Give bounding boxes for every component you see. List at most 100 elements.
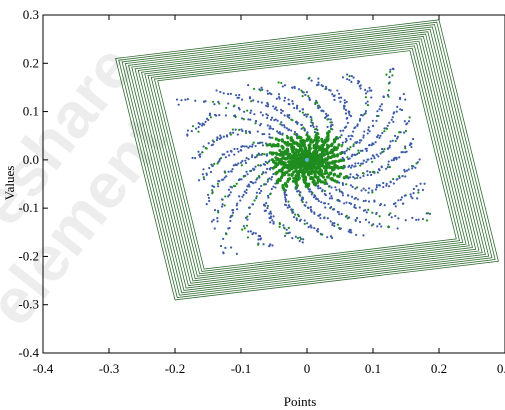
scatter-point (246, 173, 249, 176)
scatter-point (377, 134, 380, 137)
scatter-point (285, 228, 288, 231)
scatter-point (288, 205, 291, 208)
scatter-point (388, 81, 391, 84)
square-outline (118, 21, 496, 298)
scatter-point (368, 89, 372, 92)
scatter-point (286, 140, 290, 144)
scatter-point (378, 136, 381, 139)
scatter-point (247, 158, 250, 161)
x-tick-label: -0.2 (165, 361, 186, 376)
scatter-point (258, 176, 261, 179)
scatter-point (378, 215, 381, 218)
scatter-point (227, 154, 231, 157)
scatter-point (350, 134, 353, 137)
scatter-point (322, 175, 326, 179)
scatter-point (266, 178, 270, 181)
scatter-point (283, 84, 287, 87)
scatter-point (254, 165, 257, 168)
scatter-point (400, 196, 403, 199)
scatter-point (331, 160, 335, 164)
scatter-point (203, 178, 206, 181)
scatter-point (212, 218, 215, 221)
scatter-point (204, 120, 207, 123)
scatter-point (409, 193, 412, 196)
scatter-point (349, 202, 353, 205)
scatter-point (265, 104, 268, 107)
scatter-point (247, 206, 251, 209)
scatter-point (269, 127, 272, 130)
scatter-point (197, 125, 200, 129)
scatter-point (313, 128, 317, 131)
scatter-point (308, 76, 311, 79)
scatter-point (270, 175, 274, 179)
scatter-point (274, 182, 277, 185)
scatter-point (295, 218, 298, 221)
scatter-point (367, 200, 371, 203)
scatter-point (177, 103, 180, 106)
scatter-point (314, 194, 317, 198)
scatter-point (364, 112, 367, 115)
scatter-point (349, 145, 352, 149)
scatter-point (310, 121, 313, 124)
scatter-point (375, 135, 379, 139)
scatter-point (355, 140, 359, 144)
scatter-point (197, 130, 200, 133)
scatter-point (263, 183, 266, 186)
scatter-point (298, 145, 302, 149)
scatter-point (222, 237, 225, 240)
scatter-point (290, 173, 294, 177)
scatter-point (346, 73, 349, 76)
scatter-point (285, 232, 288, 235)
scatter-point (347, 110, 350, 113)
scatter-point (368, 187, 371, 190)
scatter-point (285, 143, 289, 147)
scatter-point (249, 118, 252, 121)
scatter-point (286, 206, 289, 209)
scatter-point (284, 203, 288, 207)
scatter-point (390, 118, 393, 121)
scatter-point (338, 181, 341, 184)
scatter-point (264, 204, 267, 207)
scatter-point (275, 97, 278, 100)
scatter-point (387, 225, 390, 228)
scatter-point (259, 89, 262, 92)
scatter-point (231, 131, 235, 134)
plot-layer (115, 19, 499, 301)
scatter-point (258, 235, 262, 238)
scatter-point (253, 156, 257, 159)
scatter-point (409, 142, 412, 145)
scatter-point (308, 143, 312, 147)
scatter-point (347, 216, 351, 219)
scatter-point (291, 86, 294, 89)
scatter-point (372, 155, 375, 158)
scatter-point (249, 180, 252, 184)
scatter-point (264, 160, 267, 163)
scatter-point (343, 101, 346, 104)
scatter-point (278, 169, 282, 173)
scatter-point (404, 129, 408, 133)
scatter-point (405, 169, 408, 172)
scatter-point (293, 216, 296, 219)
scatter-point (280, 111, 283, 114)
scatter-point (310, 79, 313, 82)
scatter-point (304, 182, 308, 186)
scatter-point (389, 140, 392, 143)
scatter-point (354, 219, 357, 222)
scatter-point (300, 168, 304, 172)
scatter-point (264, 183, 268, 186)
scatter-point (396, 135, 399, 138)
scatter-point (394, 202, 397, 205)
scatter-point (356, 198, 360, 201)
scatter-point (299, 136, 303, 140)
scatter-point (352, 76, 355, 79)
scatter-point (231, 211, 235, 214)
scatter-point (272, 222, 275, 225)
scatter-point (390, 159, 393, 162)
scatter-point (341, 191, 344, 195)
scatter-point (223, 171, 227, 174)
scatter-point (309, 124, 312, 127)
scatter-point (299, 191, 302, 194)
scatter-point (291, 236, 294, 240)
scatter-point (243, 190, 246, 193)
scatter-point (244, 159, 247, 162)
